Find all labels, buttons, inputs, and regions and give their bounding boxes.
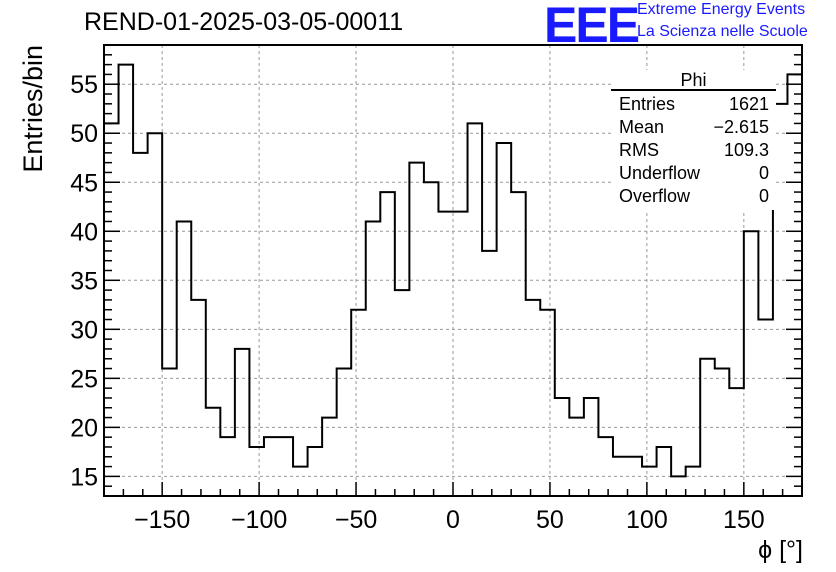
histogram-bin xyxy=(497,143,512,496)
stats-row-label: Mean xyxy=(619,117,664,137)
stats-row-label: Entries xyxy=(619,94,675,114)
stats-box-title: Phi xyxy=(680,70,706,90)
histogram-bin xyxy=(148,133,163,496)
histogram-bin xyxy=(351,310,366,496)
histogram-bin xyxy=(264,437,279,496)
logo-line-1: Extreme Energy Events xyxy=(637,1,806,18)
y-tick-label: 25 xyxy=(70,365,98,393)
histogram-bin xyxy=(671,476,686,496)
histogram-bin xyxy=(395,290,410,496)
histogram-bin xyxy=(584,398,599,496)
histogram-bin xyxy=(279,437,294,496)
histogram-bin xyxy=(366,221,381,496)
stats-row-value: 109.3 xyxy=(724,140,769,160)
histogram-bin xyxy=(540,310,555,496)
histogram-bin xyxy=(468,123,483,496)
histogram-bin xyxy=(642,467,657,496)
stats-row-label: Underflow xyxy=(619,163,701,183)
histogram-bin xyxy=(220,437,235,496)
histogram-bin xyxy=(758,320,773,496)
x-tick-label: −50 xyxy=(335,506,377,534)
histogram-bin xyxy=(322,418,337,496)
histogram-bin xyxy=(773,104,788,496)
histogram-bin xyxy=(613,457,628,496)
histogram-bin xyxy=(438,212,453,496)
x-tick-label: 0 xyxy=(446,506,460,534)
logo-line-2: La Scienza nelle Scuole xyxy=(637,23,808,40)
y-tick-label: 15 xyxy=(70,463,98,491)
stats-row-label: RMS xyxy=(619,140,659,160)
axis-ticks: −150 −100 −50 0 50 100 150 15 20 25 30 35 40 45 50 55 xyxy=(70,54,802,534)
histogram-bin xyxy=(409,163,424,496)
histogram-bin xyxy=(715,369,730,496)
histogram-bin xyxy=(453,212,468,496)
y-tick-label: 55 xyxy=(70,71,98,99)
y-tick-label: 30 xyxy=(70,316,98,344)
histogram-bin xyxy=(380,192,395,496)
histogram-bin xyxy=(700,359,715,496)
histogram-bin xyxy=(206,408,221,496)
histogram-bin xyxy=(308,447,323,496)
histogram-bin xyxy=(119,65,134,496)
stats-row-value: 0 xyxy=(759,163,769,183)
histogram-bin xyxy=(555,398,570,496)
stats-row-value: 0 xyxy=(759,186,769,206)
histogram-bin xyxy=(191,300,206,496)
x-tick-label: 100 xyxy=(626,506,668,534)
histogram-bin xyxy=(744,231,759,496)
histogram-bin xyxy=(787,74,802,496)
histogram-bin xyxy=(598,437,613,496)
histogram-bin xyxy=(249,447,264,496)
histogram-bin xyxy=(235,349,250,496)
x-tick-label: 50 xyxy=(536,506,564,534)
histogram-bin xyxy=(482,251,497,496)
run-title: REND-01-2025-03-05-00011 xyxy=(84,8,404,36)
histogram-bin xyxy=(133,153,148,496)
x-tick-label: 150 xyxy=(723,506,765,534)
y-tick-label: 45 xyxy=(70,169,98,197)
y-tick-label: 35 xyxy=(70,267,98,295)
x-axis-label: ϕ [°] xyxy=(758,536,803,564)
stats-row-label: Overflow xyxy=(619,186,691,206)
stats-box-background xyxy=(611,70,776,210)
histogram-bin xyxy=(569,418,584,496)
y-tick-label: 50 xyxy=(70,120,98,148)
histogram-bin xyxy=(293,467,308,496)
histogram-bin xyxy=(162,369,177,496)
y-tick-label: 20 xyxy=(70,414,98,442)
histogram-bin xyxy=(337,369,352,496)
histogram-bin xyxy=(657,447,672,496)
histogram-bin xyxy=(526,300,541,496)
histogram-bin xyxy=(511,192,526,496)
stats-row-value: −2.615 xyxy=(713,117,769,137)
stats-box: Phi Entries 1621 Mean −2.615 RMS 109.3 Underfl… xyxy=(611,70,776,210)
histogram-bin xyxy=(177,221,192,496)
stats-row-value: 1621 xyxy=(729,94,769,114)
histogram-bin xyxy=(424,182,439,496)
x-tick-label: −100 xyxy=(231,506,287,534)
y-axis-label: Entries/bin xyxy=(18,45,48,173)
histogram-line xyxy=(104,63,802,478)
histogram-bin xyxy=(104,123,119,496)
x-tick-label: −150 xyxy=(134,506,190,534)
histogram-bin xyxy=(729,388,744,496)
histogram-bin xyxy=(686,467,701,496)
y-tick-label: 40 xyxy=(70,218,98,246)
histogram-bin xyxy=(628,457,643,496)
